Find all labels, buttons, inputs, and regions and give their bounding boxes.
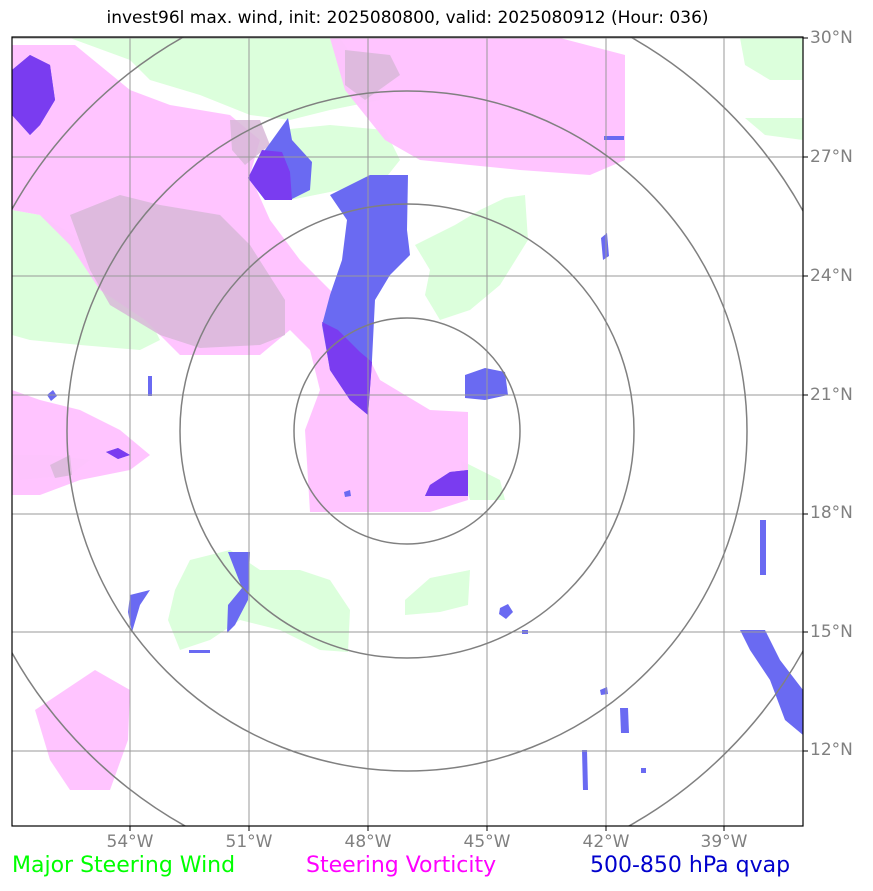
lon-label-48w: 48°W (344, 832, 392, 852)
tick-marks (129, 37, 808, 831)
lat-label-15n: 15°N (810, 622, 853, 642)
lat-label-30n: 30°N (810, 28, 853, 48)
lon-label-45w: 45°W (463, 832, 511, 852)
lat-label-24n: 24°N (810, 266, 853, 286)
overlap-contours (50, 50, 400, 478)
lat-label-27n: 27°N (810, 147, 853, 167)
lon-label-54w: 54°W (106, 832, 154, 852)
gridlines (12, 37, 803, 826)
lon-label-51w: 51°W (225, 832, 273, 852)
legend-qvap: 500-850 hPa qvap (590, 853, 791, 878)
map-title: invest96l max. wind, init: 2025080800, v… (106, 8, 709, 28)
lon-label-42w: 42°W (582, 832, 630, 852)
legend-steering-wind: Major Steering Wind (12, 853, 236, 878)
lat-label-12n: 12°N (810, 740, 853, 760)
lat-label-21n: 21°N (810, 385, 853, 405)
lat-label-18n: 18°N (810, 503, 853, 523)
lon-label-39w: 39°W (700, 832, 748, 852)
legend-steering-vorticity: Steering Vorticity (306, 853, 497, 878)
plot-frame (11, 36, 804, 827)
vorticity-qvap-overlap (12, 55, 468, 496)
range-rings (12, 37, 803, 826)
